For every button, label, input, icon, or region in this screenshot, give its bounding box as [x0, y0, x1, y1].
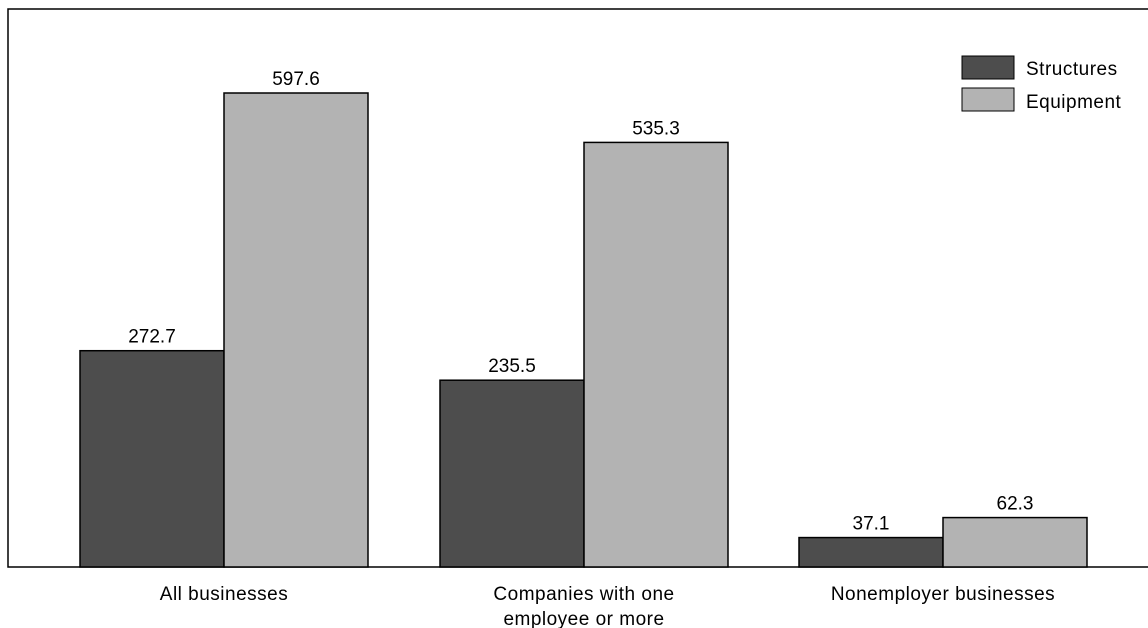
category-label-0: All businesses — [160, 584, 288, 605]
legend: Structures Equipment — [961, 55, 1122, 113]
bar-equipment-1 — [583, 141, 729, 568]
category-labels-group: All businesses Companies with one employee… — [160, 584, 1055, 628]
data-label-equipment-1: 535.3 — [632, 118, 680, 139]
bar-equipment-0 — [223, 92, 369, 568]
category-label-1: Companies with one employee or more — [493, 584, 674, 628]
data-label-equipment-0: 597.6 — [272, 69, 320, 90]
category-label-line: Companies with one — [493, 584, 674, 605]
legend-label-equipment: Equipment — [1026, 92, 1122, 113]
data-label-structures-0: 272.7 — [128, 327, 176, 348]
bar-structures-0 — [79, 349, 225, 568]
data-label-equipment-2: 62.3 — [997, 494, 1034, 515]
category-label-2: Nonemployer businesses — [831, 584, 1055, 605]
bar-structures-2 — [798, 536, 944, 568]
bar-labels-group: 272.7 597.6 235.5 535.3 37.1 62.3 — [128, 69, 1033, 535]
category-label-line: employee or more — [503, 609, 664, 628]
bars-group — [79, 92, 1088, 568]
legend-label-structures: Structures — [1026, 59, 1118, 80]
data-label-structures-1: 235.5 — [488, 356, 536, 377]
bar-structures-1 — [439, 379, 585, 568]
legend-swatch-equipment — [961, 87, 1015, 112]
category-label-line: Nonemployer businesses — [831, 584, 1055, 605]
legend-swatch-structures — [961, 55, 1015, 80]
data-label-structures-2: 37.1 — [853, 514, 890, 535]
bar-equipment-2 — [942, 516, 1088, 568]
category-label-line: All businesses — [160, 584, 288, 605]
